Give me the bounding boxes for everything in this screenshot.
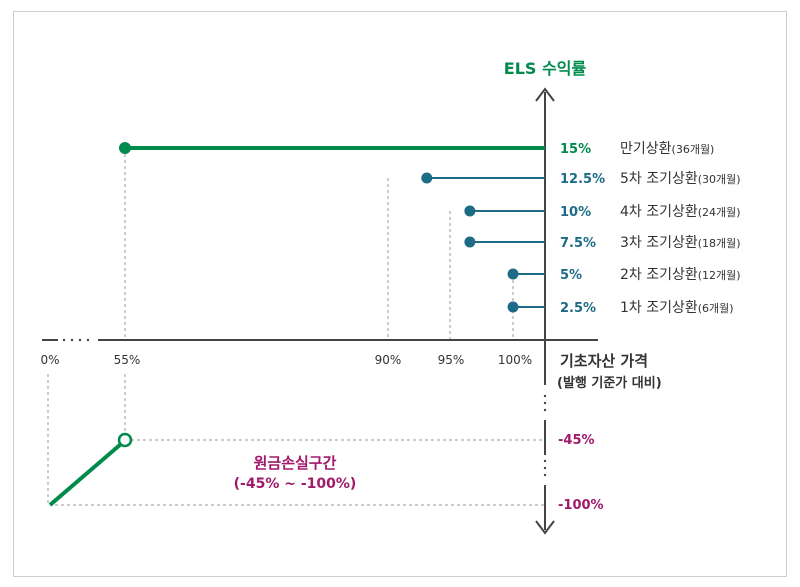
loss-line bbox=[48, 442, 123, 507]
redemption-barrier-marker-2 bbox=[464, 205, 476, 217]
redemption-event-label-4: 2차 조기상환(12개월) bbox=[620, 267, 741, 283]
redemption-value-label-4: 5% bbox=[560, 268, 582, 283]
y-axis-arrow-up bbox=[535, 87, 555, 102]
x-axis-subtitle: (발행 기준가 대비) bbox=[557, 375, 662, 391]
redemption-event-name-2: 4차 조기상환 bbox=[620, 204, 698, 220]
redemption-value-label-1: 12.5% bbox=[560, 172, 605, 187]
x-tick-label-95: 95% bbox=[438, 353, 465, 367]
guide-lines bbox=[47, 148, 545, 506]
redemption-period-1: (30개월) bbox=[698, 173, 741, 186]
y-axis-title: ELS 수익률 bbox=[504, 59, 587, 78]
loss-zone-range: (-45% ~ -100%) bbox=[234, 476, 357, 492]
redemption-bars: 15% 만기상환(36개월) 12.5% 5차 조기상환(30개월) 10% 4차 조기상… bbox=[119, 141, 741, 316]
redemption-event-name-3: 3차 조기상환 bbox=[620, 235, 698, 251]
x-axis-title: 기초자산 가격 bbox=[560, 352, 648, 370]
redemption-period-0: (36개월) bbox=[672, 143, 715, 156]
redemption-value-label-0: 15% bbox=[560, 142, 591, 157]
x-tick-label-100: 100% bbox=[498, 353, 532, 367]
redemption-event-name-4: 2차 조기상환 bbox=[620, 267, 698, 283]
x-axis-break bbox=[58, 336, 98, 344]
redemption-barrier-marker-3 bbox=[464, 236, 476, 248]
redemption-value-label-3: 7.5% bbox=[560, 236, 596, 251]
redemption-period-3: (18개월) bbox=[698, 237, 741, 250]
x-tick-label-90: 90% bbox=[375, 353, 402, 367]
x-tick-labels: 0% 55% 90% 95% 100% bbox=[40, 353, 532, 367]
redemption-period-5: (6개월) bbox=[698, 302, 734, 315]
redemption-event-name-1: 5차 조기상환 bbox=[620, 171, 698, 187]
redemption-event-label-5: 1차 조기상환(6개월) bbox=[620, 300, 734, 316]
redemption-event-label-3: 3차 조기상환(18개월) bbox=[620, 235, 741, 251]
redemption-event-label-1: 5차 조기상환(30개월) bbox=[620, 171, 741, 187]
redemption-event-label-2: 4차 조기상환(24개월) bbox=[620, 204, 741, 220]
redemption-period-2: (24개월) bbox=[698, 206, 741, 219]
redemption-value-label-5: 2.5% bbox=[560, 301, 596, 316]
redemption-value-label-2: 10% bbox=[560, 205, 591, 220]
x-tick-label-0: 0% bbox=[40, 353, 59, 367]
axes bbox=[42, 87, 598, 535]
loss-label-upper: -45% bbox=[558, 433, 595, 448]
redemption-barrier-marker-0 bbox=[119, 142, 131, 154]
redemption-event-name-0: 만기상환 bbox=[620, 141, 672, 157]
redemption-period-4: (12개월) bbox=[698, 269, 741, 282]
loss-zone: 원금손실구간 (-45% ~ -100%) -45% -100% bbox=[48, 432, 604, 513]
loss-label-lower: -100% bbox=[558, 498, 604, 513]
redemption-event-label-0: 만기상환(36개월) bbox=[620, 141, 714, 157]
redemption-barrier-marker-4 bbox=[507, 268, 519, 280]
redemption-barrier-marker-5 bbox=[507, 301, 519, 313]
y-axis-break-dots bbox=[543, 394, 547, 477]
x-tick-label-55: 55% bbox=[114, 353, 141, 367]
loss-upper-marker bbox=[117, 432, 133, 448]
loss-zone-title: 원금손실구간 bbox=[254, 454, 337, 472]
y-axis-arrow-down bbox=[535, 520, 555, 535]
redemption-barrier-marker-1 bbox=[421, 172, 433, 184]
redemption-event-name-5: 1차 조기상환 bbox=[620, 300, 698, 316]
figure-frame bbox=[13, 11, 787, 577]
